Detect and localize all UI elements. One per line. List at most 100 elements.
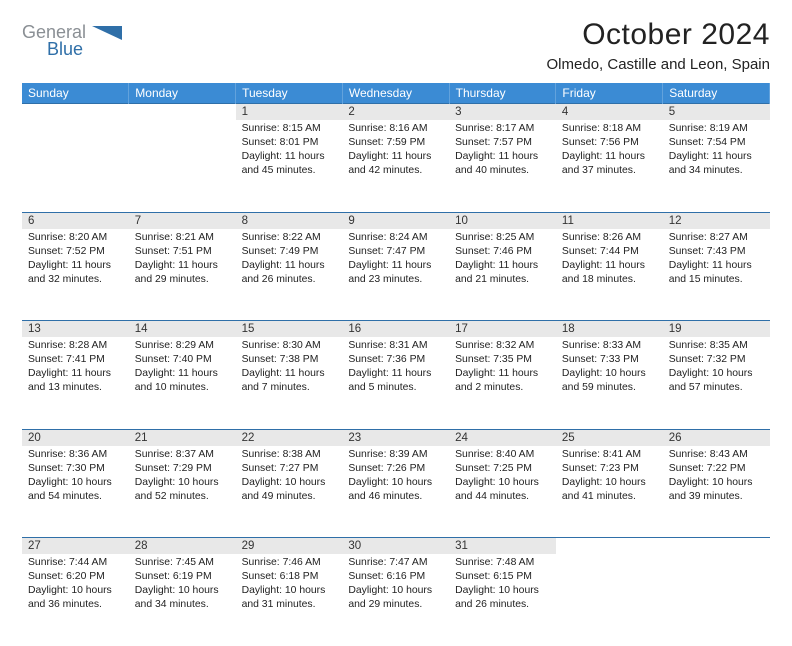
day-detail: Sunrise: 7:48 AMSunset: 6:15 PMDaylight:… [449,554,556,646]
day-detail: Sunrise: 8:33 AMSunset: 7:33 PMDaylight:… [556,337,663,429]
sunrise-text: Sunrise: 8:15 AM [242,122,337,136]
day-detail: Sunrise: 8:27 AMSunset: 7:43 PMDaylight:… [663,229,770,321]
day-number: 1 [236,104,343,121]
logo-icon: General Blue [22,22,142,58]
day-number: 10 [449,212,556,229]
day-number: 26 [663,429,770,446]
daylight-text: Daylight: 10 hours and 44 minutes. [455,476,550,504]
sunrise-text: Sunrise: 8:40 AM [455,448,550,462]
sunset-text: Sunset: 7:46 PM [455,245,550,259]
day-detail: Sunrise: 8:31 AMSunset: 7:36 PMDaylight:… [342,337,449,429]
sunset-text: Sunset: 8:01 PM [242,136,337,150]
daylight-text: Daylight: 10 hours and 26 minutes. [455,584,550,612]
sunset-text: Sunset: 7:43 PM [669,245,764,259]
sunset-text: Sunset: 7:22 PM [669,462,764,476]
sunrise-text: Sunrise: 8:27 AM [669,231,764,245]
daylight-text: Daylight: 10 hours and 57 minutes. [669,367,764,395]
empty-cell [663,538,770,555]
weekday-header: Tuesday [236,83,343,104]
sunset-text: Sunset: 7:44 PM [562,245,657,259]
day-number: 29 [236,538,343,555]
day-number: 7 [129,212,236,229]
day-detail: Sunrise: 8:36 AMSunset: 7:30 PMDaylight:… [22,446,129,538]
daylight-text: Daylight: 10 hours and 36 minutes. [28,584,123,612]
daylight-text: Daylight: 11 hours and 26 minutes. [242,259,337,287]
day-number: 23 [342,429,449,446]
day-number: 6 [22,212,129,229]
day-detail: Sunrise: 8:17 AMSunset: 7:57 PMDaylight:… [449,120,556,212]
day-number: 16 [342,321,449,338]
day-number-row: 12345 [22,104,770,121]
day-number-row: 20212223242526 [22,429,770,446]
sunset-text: Sunset: 7:30 PM [28,462,123,476]
sunrise-text: Sunrise: 8:26 AM [562,231,657,245]
day-detail: Sunrise: 8:37 AMSunset: 7:29 PMDaylight:… [129,446,236,538]
daylight-text: Daylight: 11 hours and 29 minutes. [135,259,230,287]
title-block: October 2024 Olmedo, Castille and Leon, … [547,18,770,73]
sunset-text: Sunset: 7:33 PM [562,353,657,367]
day-detail: Sunrise: 7:47 AMSunset: 6:16 PMDaylight:… [342,554,449,646]
sunset-text: Sunset: 6:18 PM [242,570,337,584]
daylight-text: Daylight: 10 hours and 29 minutes. [348,584,443,612]
daylight-text: Daylight: 11 hours and 40 minutes. [455,150,550,178]
daylight-text: Daylight: 11 hours and 18 minutes. [562,259,657,287]
day-number: 15 [236,321,343,338]
daylight-text: Daylight: 11 hours and 34 minutes. [669,150,764,178]
sunset-text: Sunset: 7:23 PM [562,462,657,476]
sunset-text: Sunset: 7:54 PM [669,136,764,150]
day-detail: Sunrise: 8:43 AMSunset: 7:22 PMDaylight:… [663,446,770,538]
sunset-text: Sunset: 6:20 PM [28,570,123,584]
calendar-header-row: SundayMondayTuesdayWednesdayThursdayFrid… [22,83,770,104]
day-number: 28 [129,538,236,555]
sunrise-text: Sunrise: 7:44 AM [28,556,123,570]
empty-cell [663,554,770,646]
day-number: 22 [236,429,343,446]
sunrise-text: Sunrise: 8:36 AM [28,448,123,462]
sunrise-text: Sunrise: 8:28 AM [28,339,123,353]
empty-cell [129,120,236,212]
sunset-text: Sunset: 7:40 PM [135,353,230,367]
day-number: 17 [449,321,556,338]
day-number: 5 [663,104,770,121]
day-detail: Sunrise: 8:25 AMSunset: 7:46 PMDaylight:… [449,229,556,321]
day-detail: Sunrise: 8:22 AMSunset: 7:49 PMDaylight:… [236,229,343,321]
day-detail-row: Sunrise: 8:15 AMSunset: 8:01 PMDaylight:… [22,120,770,212]
day-detail-row: Sunrise: 8:20 AMSunset: 7:52 PMDaylight:… [22,229,770,321]
daylight-text: Daylight: 11 hours and 5 minutes. [348,367,443,395]
day-detail-row: Sunrise: 7:44 AMSunset: 6:20 PMDaylight:… [22,554,770,646]
day-number: 11 [556,212,663,229]
daylight-text: Daylight: 11 hours and 2 minutes. [455,367,550,395]
day-number: 8 [236,212,343,229]
daylight-text: Daylight: 10 hours and 59 minutes. [562,367,657,395]
daylight-text: Daylight: 11 hours and 13 minutes. [28,367,123,395]
day-number: 12 [663,212,770,229]
logo-word2: Blue [47,39,83,58]
day-detail: Sunrise: 7:46 AMSunset: 6:18 PMDaylight:… [236,554,343,646]
sunset-text: Sunset: 7:29 PM [135,462,230,476]
daylight-text: Daylight: 10 hours and 41 minutes. [562,476,657,504]
day-number: 20 [22,429,129,446]
day-number-row: 6789101112 [22,212,770,229]
sunset-text: Sunset: 7:49 PM [242,245,337,259]
day-number: 13 [22,321,129,338]
sunset-text: Sunset: 7:41 PM [28,353,123,367]
day-detail: Sunrise: 8:39 AMSunset: 7:26 PMDaylight:… [342,446,449,538]
daylight-text: Daylight: 11 hours and 10 minutes. [135,367,230,395]
sunrise-text: Sunrise: 8:32 AM [455,339,550,353]
day-detail: Sunrise: 8:24 AMSunset: 7:47 PMDaylight:… [342,229,449,321]
sunset-text: Sunset: 7:56 PM [562,136,657,150]
day-detail: Sunrise: 8:28 AMSunset: 7:41 PMDaylight:… [22,337,129,429]
month-title: October 2024 [547,18,770,52]
sunset-text: Sunset: 7:36 PM [348,353,443,367]
daylight-text: Daylight: 11 hours and 45 minutes. [242,150,337,178]
day-number: 31 [449,538,556,555]
sunrise-text: Sunrise: 8:16 AM [348,122,443,136]
sunrise-text: Sunrise: 8:43 AM [669,448,764,462]
sunrise-text: Sunrise: 8:38 AM [242,448,337,462]
weekday-header: Monday [129,83,236,104]
day-detail: Sunrise: 8:41 AMSunset: 7:23 PMDaylight:… [556,446,663,538]
day-detail: Sunrise: 8:32 AMSunset: 7:35 PMDaylight:… [449,337,556,429]
day-detail: Sunrise: 8:38 AMSunset: 7:27 PMDaylight:… [236,446,343,538]
sunrise-text: Sunrise: 8:21 AM [135,231,230,245]
sunrise-text: Sunrise: 7:47 AM [348,556,443,570]
